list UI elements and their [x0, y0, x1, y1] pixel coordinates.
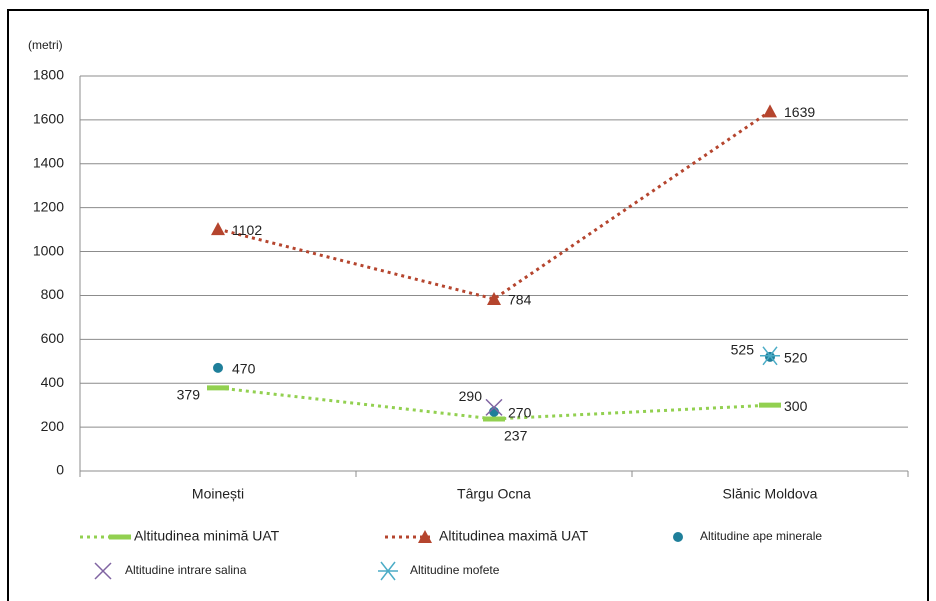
data-label: 784 — [508, 292, 532, 308]
series-line — [217, 110, 771, 301]
marker — [673, 532, 683, 542]
x-tick-label: Moinești — [192, 486, 244, 502]
legend-label: Altitudine intrare salina — [125, 563, 247, 577]
marker — [211, 222, 225, 236]
y-tick-label: 800 — [41, 286, 65, 302]
data-label: 237 — [504, 428, 528, 444]
legend-label: Altitudinea maximă UAT — [439, 528, 589, 544]
data-label: 520 — [784, 350, 808, 366]
y-tick-label: 200 — [41, 418, 65, 434]
marker — [418, 530, 432, 543]
y-tick-label: 1200 — [33, 198, 64, 214]
series-line — [217, 386, 771, 421]
y-tick-label: 0 — [56, 462, 64, 478]
marker — [378, 561, 398, 581]
marker — [485, 398, 503, 416]
y-tick-label: 1800 — [33, 67, 64, 83]
data-label: 379 — [177, 387, 201, 403]
chart-frame — [7, 9, 929, 601]
legend-label: Altitudinea minimă UAT — [134, 528, 280, 544]
data-label: 290 — [459, 388, 483, 404]
y-tick-label: 400 — [41, 374, 65, 390]
data-label: 270 — [508, 404, 532, 420]
legend-label: Altitudine mofete — [410, 563, 500, 577]
y-tick-label: 1400 — [33, 154, 64, 170]
y-axis-label: (metri) — [28, 38, 63, 52]
marker — [760, 346, 780, 366]
legend-label: Altitudine ape minerale — [700, 529, 822, 543]
marker — [487, 291, 501, 305]
data-label: 1639 — [784, 104, 815, 120]
data-label: 1102 — [232, 222, 262, 238]
x-tick-label: Târgu Ocna — [457, 486, 531, 502]
y-tick-label: 600 — [41, 330, 65, 346]
y-tick-label: 1600 — [33, 111, 64, 127]
y-tick-label: 1000 — [33, 242, 64, 258]
data-label: 300 — [784, 398, 808, 414]
marker — [94, 562, 112, 580]
data-label: 470 — [232, 361, 256, 377]
marker — [763, 104, 777, 118]
marker — [213, 362, 223, 373]
data-label: 525 — [731, 341, 755, 357]
x-tick-label: Slănic Moldova — [723, 486, 818, 502]
